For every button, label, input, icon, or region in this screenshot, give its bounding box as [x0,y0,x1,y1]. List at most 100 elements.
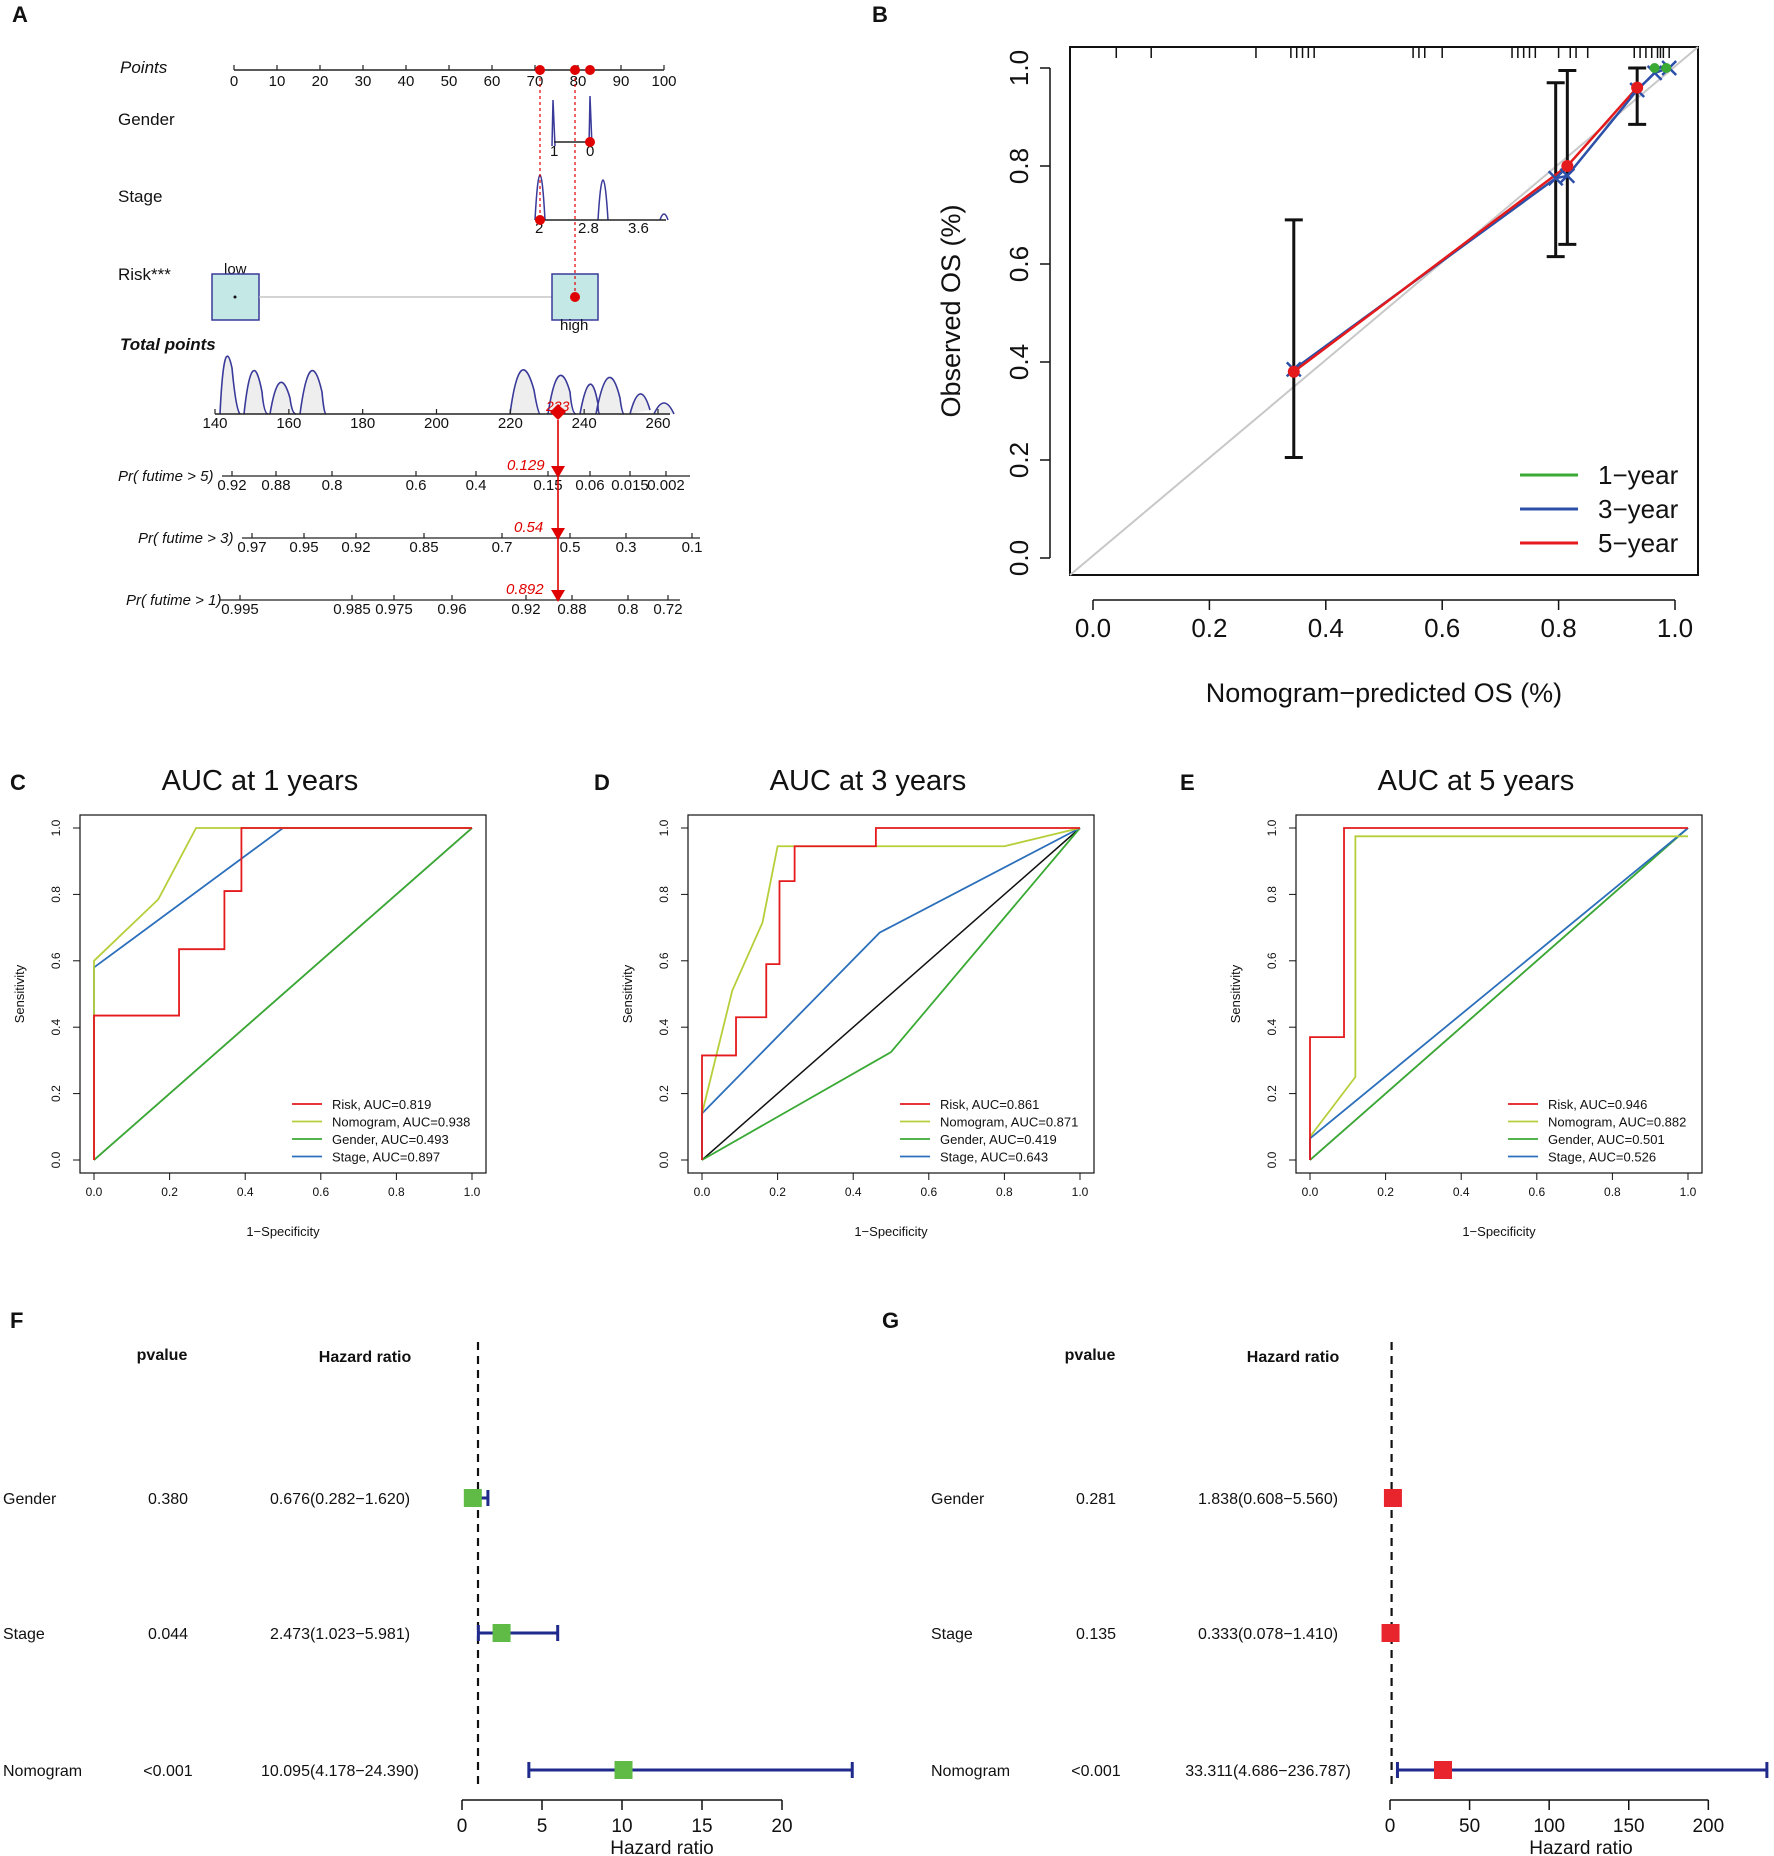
roc-y-tick-label: 0.0 [657,1151,671,1168]
forest-row-pvalue: <0.001 [1071,1763,1120,1780]
roc-y-tick-label: 0.0 [1265,1151,1279,1168]
calibration-series-line [1293,86,1639,373]
pr3-tick-label: 0.85 [409,539,438,556]
stage-tick-2: 2 [535,220,543,237]
pr1-label: Pr( futime > 1) [126,592,221,609]
total-points-label: Total points [120,335,216,354]
forest-x-label: Hazard ratio [610,1838,714,1856]
points-marker-stage [535,65,545,75]
forest-x-tick-label: 100 [1533,1816,1565,1837]
pr5-tick-label: 0.15 [533,477,562,494]
roc-x-tick-label: 0.0 [1302,1185,1319,1199]
calibration-y-tick-label: 0.4 [1004,344,1034,380]
forest-x-tick-label: 50 [1459,1816,1480,1837]
forest-point-estimate [1381,1624,1400,1642]
gender-tick-0: 0 [586,143,594,160]
roc-y-tick-label: 0.6 [657,952,671,969]
roc-x-tick-label: 0.2 [1377,1185,1394,1199]
calibration-x-label: Nomogram−predicted OS (%) [1206,678,1562,708]
roc-x-tick-label: 1.0 [464,1185,481,1199]
pr3-tick-label: 0.92 [341,539,370,556]
forest-point-estimate [492,1624,511,1642]
panel-letter-c: C [10,770,26,795]
calibration-plot-frame [1069,46,1699,576]
points-marker-risk [570,65,580,75]
roc-y-tick-label: 0.4 [657,1019,671,1036]
calibration-y-tick-label: 0.8 [1004,148,1034,184]
calibration-panel: 0.0 0.2 0.4 0.6 0.8 1.0 0.0 0.2 0.4 0.6 0.8 1.0 No… [936,46,1699,708]
roc-x-label: 1−Specificity [246,1224,320,1239]
calibration-x-tick-label: 0.6 [1424,613,1460,643]
stage-tick-2-8: 2.8 [578,220,599,237]
legend-text-3-year: 3−year [1598,494,1679,524]
forest-row-hazard-ratio: 1.838(0.608−5.560) [1198,1491,1338,1508]
calibration-point-3-year [1547,170,1564,187]
panel-letter-b: B [872,2,888,27]
roc-plot-frame [79,814,487,1174]
forest-row-hazard-ratio: 0.676(0.282−1.620) [270,1491,410,1508]
forest-header-pvalue: pvalue [137,1347,188,1364]
pr1-tick-label: 0.995 [221,601,259,618]
points-tick-label: 70 [527,73,544,90]
roc-curve-red [701,827,1080,1160]
roc-legend-label: Gender, AUC=0.493 [332,1132,449,1147]
panel-letter-d: D [594,770,610,795]
forest-row-pvalue: 0.044 [148,1626,188,1643]
roc-y-label: Sensitivity [620,964,635,1023]
total-points-tick-label: 140 [202,415,227,432]
roc-legend-label: Nomogram, AUC=0.871 [940,1115,1078,1130]
forest-row-hazard-ratio: 10.095(4.178−24.390) [261,1763,419,1780]
roc-panel-5-year: AUC at 5 years 0.0 0.0 0.2 0.2 0.4 0.4 0.6 0.6 0.… [1228,765,1703,1239]
legend-text-1-year: 1−year [1598,460,1679,490]
pr3-arrow [551,528,565,540]
pr5-label: Pr( futime > 5) [118,468,213,485]
roc-y-tick-label: 0.8 [49,886,63,903]
roc-y-tick-label: 0.6 [49,952,63,969]
points-label: Points [120,58,168,77]
pr5-tick-label: 0.4 [466,477,487,494]
roc-x-tick-label: 1.0 [1680,1185,1697,1199]
calibration-legend: 1−year 3−year 5−year [1520,460,1679,558]
roc-y-tick-label: 0.2 [49,1085,63,1102]
roc-legend-label: Nomogram, AUC=0.882 [1548,1115,1686,1130]
forest-row-label: Nomogram [3,1763,82,1780]
total-points-tick-label: 200 [424,415,449,432]
roc-y-label: Sensitivity [12,964,27,1023]
pr1-tick-label: 0.96 [437,601,466,618]
points-tick-label: 20 [312,73,329,90]
calibration-x-tick-label: 0.0 [1075,613,1111,643]
forest-point-estimate [1434,1761,1453,1779]
nomogram-panel: Points Gender Stage Risk*** Total points… [118,58,702,618]
forest-x-tick-label: 150 [1613,1816,1645,1837]
pr5-tick-label: 0.6 [406,477,427,494]
calibration-y-tick-label: 0.6 [1004,246,1034,282]
roc-curve-green [701,827,1081,1161]
forest-x-tick-label: 0 [1385,1816,1396,1837]
forest-x-tick-label: 200 [1692,1816,1724,1837]
points-tick-label: 60 [484,73,501,90]
points-tick-label: 40 [398,73,415,90]
calibration-x-tick-label: 0.4 [1308,613,1344,643]
roc-y-tick-label: 0.6 [1265,952,1279,969]
pr1-tick-label: 0.985 [333,601,371,618]
stage-density-2-8 [597,179,609,221]
roc-plot-frame [687,814,1095,1174]
roc-diagonal [701,827,1081,1161]
stage-tick-3-6: 3.6 [628,220,649,237]
stage-label: Stage [118,187,162,206]
roc-x-tick-label: 0.2 [161,1185,178,1199]
gender-label: Gender [118,110,175,129]
roc-legend-label: Risk, AUC=0.861 [940,1097,1039,1112]
total-points-tick-label: 160 [276,415,301,432]
points-tick-label: 10 [269,73,286,90]
pr5-tick-label: 0.002 [647,477,685,494]
total-points-tick-label: 220 [498,415,523,432]
forest-row-hazard-ratio: 33.311(4.686−236.787) [1185,1763,1351,1780]
roc-y-tick-label: 1.0 [49,819,63,836]
pr3-tick-label: 0.3 [616,539,637,556]
forest-point-estimate [614,1761,633,1779]
pr3-tick-label: 0.1 [682,539,703,556]
forest-plot-univariate: pvalue Hazard ratio Gender 0.380 0.676(0.282… [3,1342,854,1856]
roc-curve-olive [1309,835,1688,1138]
